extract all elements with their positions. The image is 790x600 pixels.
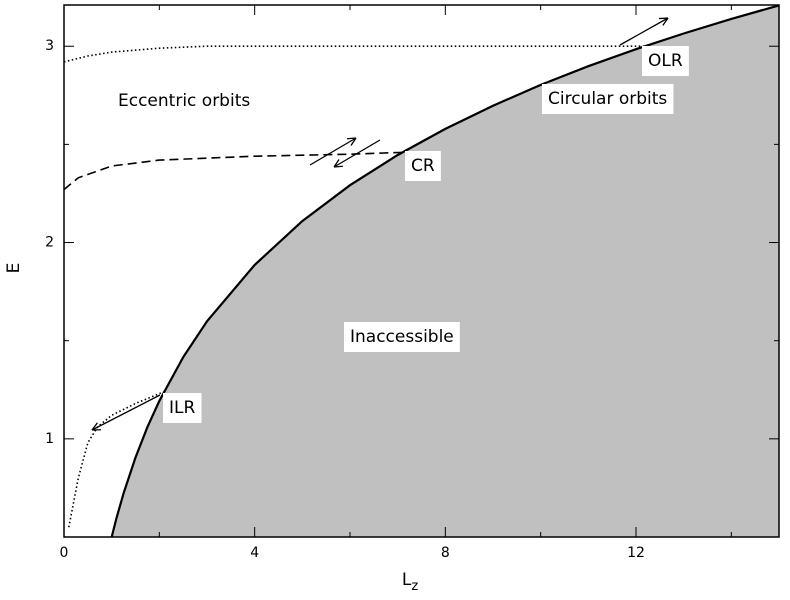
y-axis-label: E [4,263,24,274]
arrow-shaft [91,394,161,431]
y-tick-label: 3 [45,38,54,54]
annotation: OLR [648,51,683,71]
x-tick-label: 0 [60,545,69,561]
orbit-curve [63,151,408,191]
annotation-box [542,84,674,114]
annotation: Inaccessible [350,327,454,347]
arrow-shaft [619,17,669,46]
arrow-head [333,159,340,168]
inaccessible-area [111,5,779,537]
arrow-head [350,137,357,146]
annotation: Circular orbits [548,89,667,109]
orbit-curve [110,4,780,538]
annotation-box [642,46,689,76]
arrow-head [658,17,669,20]
x-tick-label: 8 [441,545,450,561]
plot-frame [63,4,780,538]
y-tick-label: 1 [45,431,54,447]
annotation: ILR [169,398,195,418]
arrow-head [91,422,98,431]
x-axis-label: Lz [402,570,418,594]
x-axis-label-main: L [402,570,412,590]
y-tick-label: 2 [45,235,54,251]
annotation: Eccentric orbits [118,91,250,111]
arrow-head [662,17,669,26]
arrow-shaft [309,137,357,166]
annotation: CR [411,156,435,176]
annotation-box [344,322,460,352]
arrow-head [346,137,357,140]
x-tick-label: 4 [250,545,259,561]
orbit-curve [63,45,646,63]
arrow-shaft [333,139,381,168]
x-axis-label-sub: z [411,579,418,594]
annotation-box [405,151,441,181]
arrow-head [333,165,344,168]
x-tick-label: 12 [627,545,645,561]
annotation-box [163,393,202,423]
